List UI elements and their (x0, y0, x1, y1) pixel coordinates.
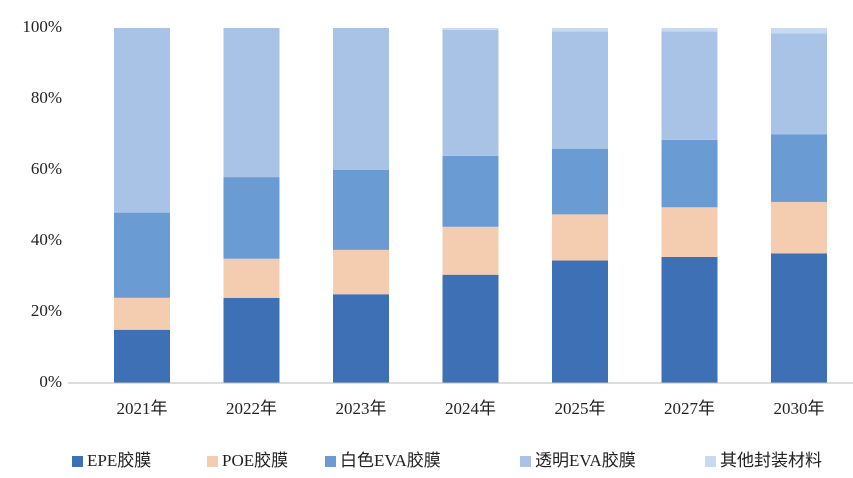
bar-segment (223, 258, 280, 298)
y-tick-label: 100% (22, 17, 62, 36)
bar-segment (333, 28, 389, 170)
bar-segment (771, 253, 827, 383)
x-tick-label: 2023年 (336, 399, 387, 418)
legend-swatch (325, 456, 336, 467)
bar-segment (552, 214, 608, 261)
bar-segment (333, 249, 389, 295)
bar-segment (552, 260, 608, 383)
legend-swatch (72, 456, 83, 467)
legend-swatch (520, 456, 531, 467)
bar-segment (661, 256, 718, 383)
bar-segment (552, 28, 608, 32)
bar-segment (661, 207, 718, 257)
bar-segment (771, 201, 827, 254)
y-tick-label: 40% (31, 230, 62, 249)
bar-segment (552, 31, 608, 149)
x-tick-label: 2024年 (445, 399, 496, 418)
legend-swatch (207, 456, 218, 467)
legend-label: 透明EVA胶膜 (535, 451, 636, 470)
bar-segment (442, 226, 499, 275)
y-tick-label: 80% (31, 88, 62, 107)
bar-segment (223, 28, 280, 178)
bar-segment (442, 274, 499, 383)
bar-segment (223, 177, 280, 259)
bar-segment (661, 139, 718, 208)
bar-segment (114, 28, 170, 213)
legend-label: POE胶膜 (222, 451, 288, 470)
bar-segment (114, 329, 170, 383)
x-tick-label: 2025年 (555, 399, 606, 418)
legend-swatch (705, 456, 716, 467)
x-tick-label: 2027年 (664, 399, 715, 418)
bar-segment (771, 134, 827, 202)
y-tick-label: 0% (39, 372, 62, 391)
y-tick-label: 20% (31, 301, 62, 320)
bar-segment (771, 33, 827, 135)
x-tick-label: 2021年 (117, 399, 168, 418)
bar-segment (442, 155, 499, 227)
bar-segment (442, 29, 499, 156)
bar-segment (442, 28, 499, 30)
bar-segment (333, 294, 389, 383)
legend-label: 白色EVA胶膜 (340, 451, 441, 470)
legend-label: EPE胶膜 (87, 451, 151, 470)
bar-segment (552, 148, 608, 215)
x-tick-label: 2030年 (774, 399, 825, 418)
bar-segment (114, 212, 170, 298)
legend-label: 其他封装材料 (720, 451, 822, 470)
bar-segment (771, 28, 827, 34)
bar-segment (114, 297, 170, 330)
bar-segment (661, 31, 718, 140)
bar-segment (661, 28, 718, 32)
y-tick-label: 60% (31, 159, 62, 178)
bar-segment (223, 297, 280, 383)
x-tick-label: 2022年 (226, 399, 277, 418)
bar-segment (333, 170, 389, 250)
